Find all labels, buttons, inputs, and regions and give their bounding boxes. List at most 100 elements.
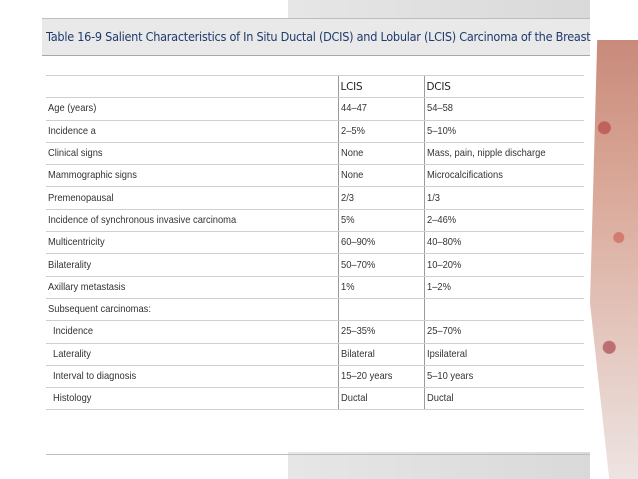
dcis-value-text: 25–70% [426,326,461,338]
lcis-value-text: 50–70% [340,259,375,271]
row-label-text: Multicentricity [48,237,105,249]
table-row: Multicentricity 60–90% 40–80% [46,231,584,255]
table-row: Axillary metastasis 1% 1–2% [46,276,584,299]
row-label-text: Interval to diagnosis [53,371,137,382]
lcis-value-text: 2/3 [340,192,354,204]
dcis-value-text: Ipsilateral [426,348,467,360]
lcis-value: 2/3 [337,186,424,210]
row-label-text: Clinical signs [48,148,103,160]
lcis-value: 50–70% [337,253,424,277]
table-row: Incidence of synchronous invasive carcin… [46,209,584,233]
row-label-text: Premenopausal [48,192,114,204]
dcis-value-text: 5–10% [426,125,456,137]
dcis-value-text: Ductal [426,393,454,405]
lcis-value: 5% [337,209,424,233]
table-row: Laterality Bilateral Ipsilateral [46,343,584,366]
table-row: Subsequent carcinomas: [46,298,584,322]
row-label-text: Histology [53,393,92,405]
row-label-text: Age (years) [48,103,97,115]
table-row: Premenopausal 2/3 1/3 [46,186,584,210]
dcis-value: 40–80% [423,231,584,255]
dcis-value: 5–10 years [423,365,584,389]
dcis-value: Microcalcifications [423,164,584,188]
lcis-value-text: 15–20 years [340,371,392,382]
lcis-value: 25–35% [337,320,424,344]
lcis-value-text: Bilateral [340,348,375,360]
row-label: Incidence [46,320,338,344]
table-row: Incidence 25–35% 25–70% [46,320,584,344]
table-title: Table 16-9 Salient Characteristics of In… [46,30,591,44]
dcis-value-text: 10–20% [426,259,461,271]
row-label-text: Axillary metastasis [48,281,126,293]
table-header-row: LCIS DCIS [46,74,584,99]
lcis-value-text: 2–5% [340,125,365,137]
table-bottom-rule [46,454,590,455]
row-label-text: Laterality [53,348,91,360]
lcis-value-text: None [340,170,363,182]
row-label-text: Incidence a [48,125,96,137]
lcis-value: None [337,164,424,188]
dcis-value: 54–58 [423,97,584,121]
table-row: Age (years) 44–47 54–58 [46,97,584,121]
row-label-text: Incidence of synchronous invasive carcin… [48,214,237,226]
lcis-value-text: 1% [340,281,355,293]
header-dcis: DCIS [423,74,584,99]
row-label: Incidence of synchronous invasive carcin… [46,209,338,233]
lcis-value: None [337,142,424,166]
table-row: Clinical signs None Mass, pain, nipple dis… [46,142,584,166]
lcis-value: 60–90% [337,231,424,255]
header-label-cell [46,74,338,99]
row-label: Interval to diagnosis [46,365,338,389]
dcis-value-text: Microcalcifications [426,170,503,182]
row-label: Multicentricity [46,231,338,255]
lcis-value-text: Ductal [340,393,368,405]
row-label: Clinical signs [46,142,338,166]
dcis-value-text: 2–46% [426,214,456,226]
lcis-value-text: 25–35% [340,326,375,338]
row-label: Subsequent carcinomas: [46,298,338,322]
header-lcis: LCIS [337,74,424,99]
row-label: Laterality [46,343,338,366]
lcis-value-text: None [340,148,363,160]
row-label-text: Subsequent carcinomas: [48,304,151,316]
dcis-value-text: 5–10 years [426,371,473,382]
dcis-value: 5–10% [423,120,584,143]
dcis-value-text: Mass, pain, nipple discharge [426,148,546,160]
dcis-value: 25–70% [423,320,584,344]
row-label-text: Bilaterality [48,259,92,271]
dcis-value: Ductal [423,387,584,411]
lcis-value-text: 60–90% [340,237,375,249]
lcis-value: 44–47 [337,97,424,121]
lcis-value: Ductal [337,387,424,411]
row-label: Mammographic signs [46,164,338,188]
dcis-value-text: 1–2% [426,281,451,293]
dcis-value: Ipsilateral [423,343,584,366]
lcis-value: 15–20 years [337,365,424,389]
row-label-text: Mammographic signs [48,170,137,182]
row-label: Incidence a [46,120,338,143]
row-label-text: Incidence [53,326,94,338]
row-label: Axillary metastasis [46,276,338,299]
dcis-value-text: 1/3 [426,192,440,204]
row-label: Age (years) [46,97,338,121]
dcis-value: 1/3 [423,186,584,210]
dcis-value: 2–46% [423,209,584,233]
table-row: Histology Ductal Ductal [46,387,584,411]
table-card: Table 16-9 Salient Characteristics of In… [42,18,591,455]
row-label: Premenopausal [46,186,338,210]
dcis-value: 1–2% [423,276,584,299]
table-row: Mammographic signs None Microcalcification… [46,164,584,188]
lcis-value: 1% [337,276,424,299]
dcis-value-text: 40–80% [426,237,461,249]
row-label: Bilaterality [46,253,338,277]
lcis-value-text: 5% [340,214,355,226]
lcis-value [337,298,424,322]
lcis-value: 2–5% [337,120,424,143]
lcis-value: Bilateral [337,343,424,366]
tissue-photo [590,40,638,479]
table-row: Bilaterality 50–70% 10–20% [46,253,584,277]
dcis-value: Mass, pain, nipple discharge [423,142,584,166]
table-row: Incidence a 2–5% 5–10% [46,120,584,143]
table-title-bar: Table 16-9 Salient Characteristics of In… [42,18,591,56]
